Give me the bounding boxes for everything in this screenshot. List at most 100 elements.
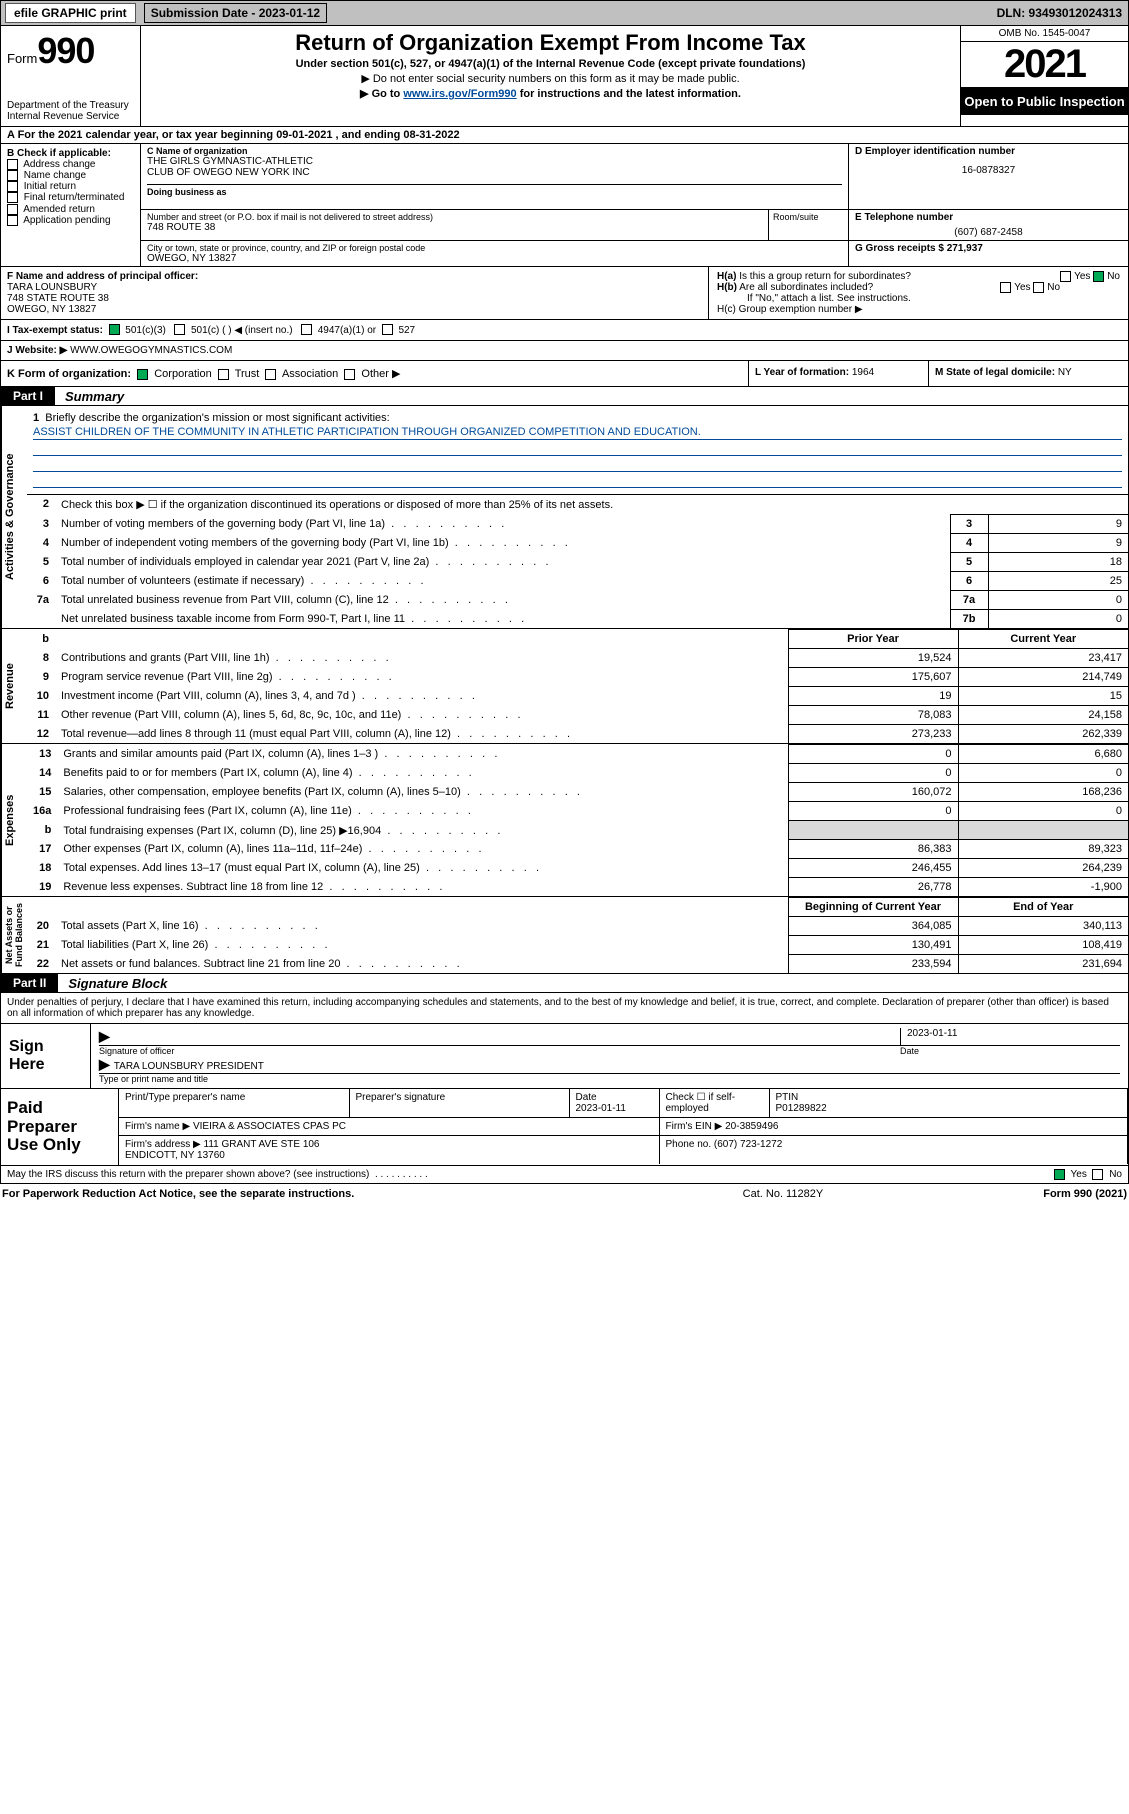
- k-trust: Trust: [235, 368, 260, 380]
- goto-post: for instructions and the latest informat…: [517, 88, 741, 100]
- discuss-yes-chk[interactable]: [1054, 1169, 1065, 1180]
- k-other-chk[interactable]: [344, 369, 355, 380]
- part1-header: Part I Summary: [0, 387, 1129, 406]
- side-rev: Revenue: [1, 629, 27, 743]
- colb-chk[interactable]: [7, 204, 18, 215]
- row-a-taxyear: A For the 2021 calendar year, or tax yea…: [0, 127, 1129, 144]
- header-right: OMB No. 1545-0047 2021 Open to Public In…: [960, 26, 1128, 126]
- na-body: Beginning of Current YearEnd of Year20To…: [27, 897, 1128, 973]
- gov-row: 4Number of independent voting members of…: [27, 534, 1128, 553]
- k-corp-chk[interactable]: [137, 369, 148, 380]
- hb-no-chk[interactable]: [1033, 282, 1044, 293]
- header-center: Return of Organization Exempt From Incom…: [141, 26, 960, 126]
- ag-section: Activities & Governance 1 Briefly descri…: [0, 406, 1129, 629]
- sig-date: 2023-01-11: [900, 1028, 1120, 1045]
- addr-row: Number and street (or P.O. box if mail i…: [141, 210, 1128, 241]
- part2-header: Part II Signature Block: [0, 974, 1129, 993]
- na-section: Net Assets or Fund Balances Beginning of…: [0, 897, 1129, 974]
- exp-row: 16aProfessional fundraising fees (Part I…: [27, 802, 1128, 821]
- hb: H(b) Are all subordinates included? Yes …: [717, 282, 1120, 293]
- city-val: OWEGO, NY 13827: [147, 253, 842, 264]
- k-assoc-chk[interactable]: [265, 369, 276, 380]
- sig-line2: ▶TARA LOUNSBURY PRESIDENT: [99, 1056, 1120, 1074]
- i-lbl: I Tax-exempt status:: [7, 325, 103, 336]
- part2-tag: Part II: [1, 974, 58, 992]
- na-row: 21Total liabilities (Part X, line 26)130…: [27, 936, 1128, 955]
- l-val: 1964: [852, 367, 874, 378]
- colb-chk[interactable]: [7, 215, 18, 226]
- paid-addr: Firm's address ▶ 111 GRANT AVE STE 106 E…: [119, 1136, 659, 1165]
- mission-blank3: [33, 474, 1122, 488]
- omb-no: OMB No. 1545-0047: [961, 26, 1128, 42]
- exp-section: Expenses 13Grants and similar amounts pa…: [0, 744, 1129, 897]
- f-name: TARA LOUNSBURY: [7, 282, 702, 293]
- ha-no-chk[interactable]: [1093, 271, 1104, 282]
- hb-yes-chk[interactable]: [1000, 282, 1011, 293]
- l-lbl: L Year of formation:: [755, 367, 852, 378]
- addr-hdr: Number and street (or P.O. box if mail i…: [147, 212, 762, 222]
- emp-id-cell: D Employer identification number 16-0878…: [848, 144, 1128, 209]
- side-ag: Activities & Governance: [1, 406, 27, 628]
- i-501c3: 501(c)(3): [125, 325, 166, 336]
- discuss-no: No: [1109, 1169, 1122, 1180]
- col-f: F Name and address of principal officer:…: [1, 267, 708, 319]
- hb-no: No: [1047, 282, 1060, 293]
- colb-chk[interactable]: [7, 170, 18, 181]
- i-501c-chk[interactable]: [174, 324, 185, 335]
- sign-here: Sign Here ▶ 2023-01-11 Signature of offi…: [0, 1024, 1129, 1089]
- col-b-hdr: B Check if applicable:: [7, 148, 134, 159]
- paid-firm: Firm's name ▶ VIEIRA & ASSOCIATES CPAS P…: [119, 1118, 659, 1136]
- na-row: 20Total assets (Part X, line 16)364,0853…: [27, 917, 1128, 936]
- colb-chk[interactable]: [7, 181, 18, 192]
- paid-table: Print/Type preparer's name Preparer's si…: [119, 1089, 1128, 1164]
- ha-yes: Yes: [1074, 271, 1090, 282]
- discuss-row: May the IRS discuss this return with the…: [0, 1166, 1129, 1184]
- form-label: Form: [7, 51, 37, 66]
- i-501c3-chk[interactable]: [109, 324, 120, 335]
- bottom-line: For Paperwork Reduction Act Notice, see …: [0, 1184, 1129, 1204]
- part1-title: Summary: [55, 389, 124, 404]
- rev-row: 10Investment income (Part VIII, column (…: [27, 687, 1128, 706]
- sign-here-lbl: Sign Here: [1, 1024, 91, 1088]
- dept: Department of the Treasury Internal Reve…: [7, 100, 134, 122]
- header-left: Form990 Department of the Treasury Inter…: [1, 26, 141, 126]
- form-subtitle: Under section 501(c), 527, or 4947(a)(1)…: [149, 58, 952, 70]
- i-527-chk[interactable]: [382, 324, 393, 335]
- row-l: L Year of formation: 1964: [748, 361, 928, 386]
- phone-val: (607) 687-2458: [855, 227, 1122, 238]
- emp-id: 16-0878327: [855, 165, 1122, 176]
- f-addr1: 748 STATE ROUTE 38: [7, 293, 702, 304]
- sig-name: TARA LOUNSBURY PRESIDENT: [114, 1061, 264, 1072]
- paid-ein: Firm's EIN ▶ 20-3859496: [659, 1118, 1128, 1136]
- cat-no: Cat. No. 11282Y: [523, 1188, 1044, 1200]
- emp-id-hdr: D Employer identification number: [855, 146, 1122, 157]
- dba-hdr: Doing business as: [147, 184, 842, 197]
- form-header: Form990 Department of the Treasury Inter…: [0, 26, 1129, 127]
- gross-val: 271,937: [947, 243, 983, 254]
- header-line2: ▶ Go to www.irs.gov/Form990 for instruct…: [149, 87, 952, 100]
- form-footer: Form 990 (2021): [1043, 1188, 1127, 1200]
- part1-tag: Part I: [1, 387, 55, 405]
- exp-row: 18Total expenses. Add lines 13–17 (must …: [27, 859, 1128, 878]
- colb-chk[interactable]: [7, 159, 18, 170]
- k-lbl: K Form of organization:: [7, 368, 131, 380]
- na-hdr: Beginning of Current YearEnd of Year: [27, 898, 1128, 917]
- sign-here-body: ▶ 2023-01-11 Signature of officerDate ▶T…: [91, 1024, 1128, 1088]
- topbar-spacer: [331, 11, 996, 15]
- org-name-cell: C Name of organization THE GIRLS GYMNAST…: [141, 144, 848, 209]
- discuss-yes: Yes: [1071, 1169, 1087, 1180]
- efile-btn[interactable]: efile GRAPHIC print: [5, 3, 136, 23]
- exp-row: 19Revenue less expenses. Subtract line 1…: [27, 878, 1128, 897]
- ha-yes-chk[interactable]: [1060, 271, 1071, 282]
- open-to-public: Open to Public Inspection: [961, 88, 1128, 115]
- org-name: THE GIRLS GYMNASTIC-ATHLETIC CLUB OF OWE…: [147, 156, 842, 178]
- discuss-no-chk[interactable]: [1092, 1169, 1103, 1180]
- colb-chk[interactable]: [7, 192, 18, 203]
- k-trust-chk[interactable]: [218, 369, 229, 380]
- paid-h2: Preparer's signature: [349, 1089, 569, 1118]
- mission-q: 1 Briefly describe the organization's mi…: [33, 412, 1122, 424]
- rev-row: 11Other revenue (Part VIII, column (A), …: [27, 706, 1128, 725]
- irs-link[interactable]: www.irs.gov/Form990: [403, 88, 516, 100]
- gov-table: 2Check this box ▶ ☐ if the organization …: [27, 495, 1128, 628]
- i-4947-chk[interactable]: [301, 324, 312, 335]
